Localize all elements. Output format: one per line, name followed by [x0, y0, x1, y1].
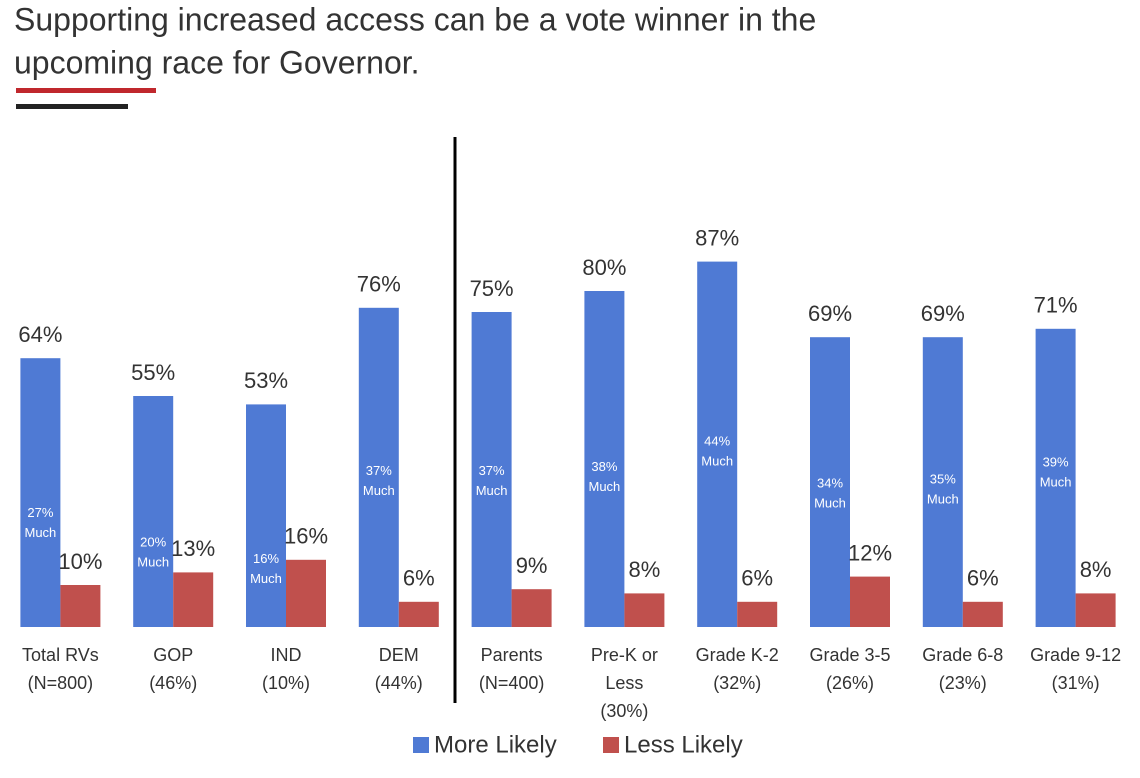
bar: [850, 576, 890, 627]
legend-label: Less Likely: [624, 731, 743, 758]
x-tick-label: (10%): [262, 673, 310, 693]
much-label: 27%: [27, 505, 53, 520]
much-label: Much: [701, 454, 733, 469]
much-label: 37%: [366, 463, 392, 478]
much-label: 34%: [817, 476, 843, 491]
bar: [1035, 328, 1076, 627]
value-label: 8%: [629, 557, 661, 582]
bar: [173, 572, 214, 627]
much-label: 44%: [704, 434, 730, 449]
much-label: Much: [137, 554, 169, 569]
value-label: 6%: [403, 566, 435, 591]
bar: [471, 312, 512, 627]
value-label: 8%: [1080, 557, 1112, 582]
value-label: 64%: [18, 322, 62, 347]
title-underline: [16, 104, 128, 109]
x-tick-label: Parents: [481, 645, 543, 665]
value-label: 6%: [967, 566, 999, 591]
x-tick-label: GOP: [153, 645, 193, 665]
bar: [737, 601, 778, 627]
x-tick-label: Pre-K or: [591, 645, 658, 665]
x-tick-label: (30%): [600, 701, 648, 721]
bar: [20, 358, 61, 627]
much-label: Much: [927, 491, 959, 506]
legend-swatch: [603, 737, 619, 753]
much-label: Much: [1040, 475, 1072, 490]
chart-title: upcoming race for Governor.: [14, 44, 420, 80]
x-tick-label: Grade 9-12: [1030, 645, 1121, 665]
much-label: Much: [363, 483, 395, 498]
bar: [358, 307, 399, 627]
much-label: 16%: [253, 551, 279, 566]
value-label: 80%: [582, 255, 626, 280]
bar: [133, 396, 174, 627]
bar: [962, 601, 1003, 627]
bar: [511, 589, 552, 627]
much-label: 39%: [1043, 455, 1069, 470]
value-label: 16%: [284, 524, 328, 549]
bar: [697, 261, 738, 627]
much-label: 35%: [930, 471, 956, 486]
x-tick-label: (N=800): [28, 673, 94, 693]
title-underline: [16, 88, 156, 93]
bar: [1075, 593, 1116, 627]
legend-label: More Likely: [434, 731, 557, 758]
much-label: Much: [814, 496, 846, 511]
bar: [60, 585, 101, 627]
bar: [286, 559, 326, 627]
value-label: 69%: [921, 301, 965, 326]
x-tick-label: IND: [271, 645, 302, 665]
x-tick-label: (32%): [713, 673, 761, 693]
much-label: Much: [25, 525, 57, 540]
x-tick-label: (26%): [826, 673, 874, 693]
bar: [922, 337, 963, 627]
bar: [398, 601, 439, 627]
much-label: Much: [476, 483, 508, 498]
value-label: 69%: [808, 301, 852, 326]
much-label: Much: [250, 571, 282, 586]
value-label: 9%: [516, 553, 548, 578]
legend-swatch: [413, 737, 429, 753]
x-tick-label: (31%): [1052, 673, 1100, 693]
much-label: 20%: [140, 534, 166, 549]
value-label: 71%: [1034, 293, 1078, 318]
bar: [246, 404, 286, 627]
bar: [624, 593, 665, 627]
much-label: Much: [589, 479, 621, 494]
value-label: 76%: [357, 272, 401, 297]
x-tick-label: (46%): [149, 673, 197, 693]
value-label: 87%: [695, 225, 739, 250]
value-label: 55%: [131, 360, 175, 385]
value-label: 10%: [58, 549, 102, 574]
x-tick-label: Total RVs: [22, 645, 99, 665]
much-label: 37%: [479, 463, 505, 478]
x-tick-label: Grade 3-5: [809, 645, 890, 665]
bar: [810, 337, 850, 627]
x-tick-label: Grade 6-8: [922, 645, 1003, 665]
x-tick-label: Grade K-2: [696, 645, 779, 665]
value-label: 53%: [244, 368, 288, 393]
x-tick-label: (23%): [939, 673, 987, 693]
value-label: 6%: [741, 566, 773, 591]
chart-title: Supporting increased access can be a vot…: [14, 1, 816, 37]
much-label: 38%: [591, 459, 617, 474]
x-tick-label: (44%): [375, 673, 423, 693]
value-label: 75%: [470, 276, 514, 301]
x-tick-label: DEM: [379, 645, 419, 665]
value-label: 12%: [848, 540, 892, 565]
value-label: 13%: [171, 536, 215, 561]
x-tick-label: (N=400): [479, 673, 545, 693]
x-tick-label: Less: [605, 673, 643, 693]
bar: [584, 291, 625, 627]
